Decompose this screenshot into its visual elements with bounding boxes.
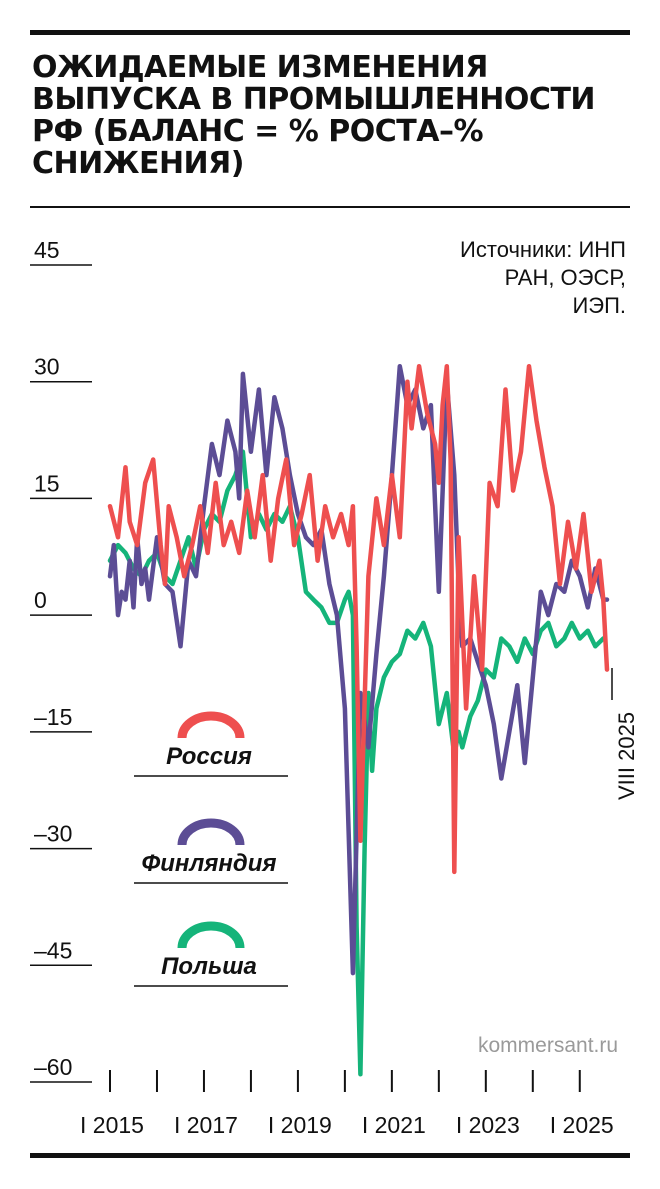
legend: Россия Финляндия Польша <box>134 711 288 987</box>
series-line-0 <box>107 363 610 875</box>
bottom-rule <box>30 1153 630 1158</box>
y-tick-label: 45 <box>34 237 60 263</box>
y-tick-label: –15 <box>34 704 72 730</box>
legend-symbol-2 <box>177 921 245 949</box>
legend-label-2: Польша <box>161 953 257 980</box>
sources-note: Источники: ИНП РАН, ОЭСР, ИЭП. <box>460 237 626 318</box>
title-divider <box>30 206 630 208</box>
x-tick-label: I 2021 <box>362 1112 426 1138</box>
last-data-point-label: VIII 2025 <box>614 711 639 800</box>
series-lines <box>107 363 613 1077</box>
y-tick-label: 0 <box>34 587 47 613</box>
y-tick-label: –60 <box>34 1054 72 1080</box>
y-tick-label: –30 <box>34 821 72 847</box>
y-tick-label: 15 <box>34 470 60 496</box>
x-tick-label: I 2019 <box>268 1112 332 1138</box>
legend-label-0: Россия <box>166 743 252 770</box>
legend-label-1: Финляндия <box>141 850 276 877</box>
chart-title: Ожидаемые изменения выпуска в промышленн… <box>32 50 596 181</box>
x-axis: I 2015 I 2017 I 2019 I 2021 I 2023 I 2025 <box>80 1070 614 1138</box>
x-tick-label: I 2023 <box>456 1112 520 1138</box>
top-rule <box>30 30 630 35</box>
y-axis: 45 30 15 0 –15 –30 –45 –60 <box>30 237 92 1083</box>
x-tick-label: I 2015 <box>80 1112 144 1138</box>
legend-symbol-0 <box>177 711 245 739</box>
watermark: kommersant.ru <box>478 1034 619 1057</box>
legend-symbol-1 <box>177 818 245 846</box>
x-tick-label: I 2017 <box>174 1112 238 1138</box>
y-tick-label: –45 <box>34 937 72 963</box>
x-tick-label: I 2025 <box>550 1112 614 1138</box>
y-tick-label: 30 <box>34 354 60 380</box>
